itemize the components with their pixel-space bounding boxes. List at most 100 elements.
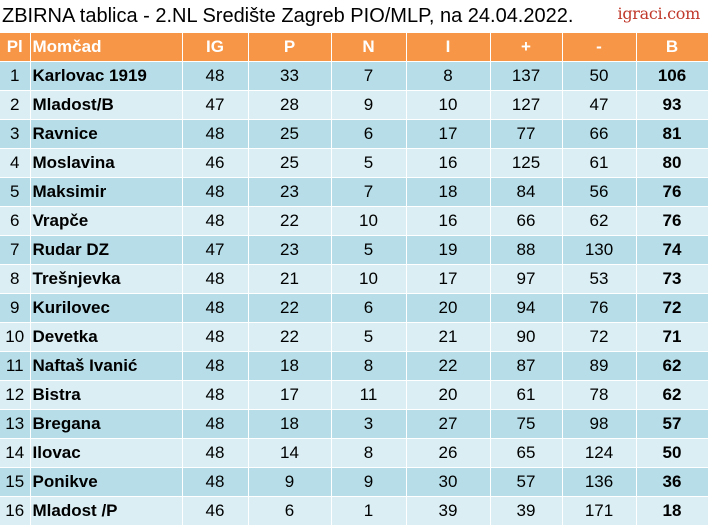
cell-wins: 22 [248, 322, 332, 352]
cell-draws: 3 [331, 409, 407, 439]
cell-team: Moslavina [30, 148, 183, 178]
table-row: 11 Naftaš Ivanić 48 18 8 22 87 89 62 [0, 351, 708, 381]
cell-wins: 14 [248, 438, 332, 468]
cell-draws: 10 [331, 264, 407, 294]
cell-draws: 6 [331, 119, 407, 149]
cell-goals-against: 98 [562, 409, 637, 439]
cell-points: 80 [636, 148, 708, 178]
cell-played: 48 [182, 438, 249, 468]
cell-goals-against: 124 [562, 438, 637, 468]
cell-team: Vrapče [30, 206, 183, 236]
cell-team: Naftaš Ivanić [30, 351, 183, 381]
cell-losses: 16 [406, 148, 491, 178]
table-row: 7 Rudar DZ 47 23 5 19 88 130 74 [0, 235, 708, 265]
cell-points: 62 [636, 380, 708, 410]
cell-losses: 10 [406, 90, 491, 120]
cell-draws: 9 [331, 467, 407, 497]
cell-played: 47 [182, 235, 249, 265]
table-row: 4 Moslavina 46 25 5 16 125 61 80 [0, 148, 708, 178]
cell-played: 46 [182, 496, 249, 526]
cell-played: 48 [182, 264, 249, 294]
header-position: Pl [0, 33, 31, 62]
cell-goals-for: 84 [490, 177, 563, 207]
cell-wins: 25 [248, 119, 332, 149]
cell-wins: 25 [248, 148, 332, 178]
cell-goals-for: 127 [490, 90, 563, 120]
cell-goals-against: 47 [562, 90, 637, 120]
cell-goals-for: 75 [490, 409, 563, 439]
cell-team: Karlovac 1919 [30, 61, 183, 91]
cell-goals-against: 62 [562, 206, 637, 236]
cell-losses: 19 [406, 235, 491, 265]
cell-losses: 30 [406, 467, 491, 497]
cell-points: 81 [636, 119, 708, 149]
cell-team: Rudar DZ [30, 235, 183, 265]
cell-played: 48 [182, 119, 249, 149]
table-row: 12 Bistra 48 17 11 20 61 78 62 [0, 380, 708, 410]
cell-points: 57 [636, 409, 708, 439]
cell-losses: 39 [406, 496, 491, 526]
cell-wins: 22 [248, 206, 332, 236]
cell-wins: 6 [248, 496, 332, 526]
table-row: 1 Karlovac 1919 48 33 7 8 137 50 106 [0, 61, 708, 91]
cell-position: 16 [0, 496, 31, 526]
cell-position: 7 [0, 235, 31, 265]
cell-wins: 33 [248, 61, 332, 91]
cell-losses: 20 [406, 380, 491, 410]
cell-wins: 23 [248, 235, 332, 265]
cell-losses: 26 [406, 438, 491, 468]
header-wins: P [248, 33, 332, 62]
cell-wins: 22 [248, 293, 332, 323]
table-row: 14 Ilovac 48 14 8 26 65 124 50 [0, 438, 708, 468]
cell-wins: 21 [248, 264, 332, 294]
cell-goals-for: 94 [490, 293, 563, 323]
table-row: 6 Vrapče 48 22 10 16 66 62 76 [0, 206, 708, 236]
cell-losses: 8 [406, 61, 491, 91]
cell-draws: 1 [331, 496, 407, 526]
cell-position: 12 [0, 380, 31, 410]
header-row: Pl Momčad IG P N I + - B [0, 33, 708, 62]
cell-position: 3 [0, 119, 31, 149]
cell-draws: 9 [331, 90, 407, 120]
cell-goals-against: 78 [562, 380, 637, 410]
cell-wins: 23 [248, 177, 332, 207]
standings-table: Pl Momčad IG P N I + - B 1 Karlovac 1919 4… [0, 33, 708, 526]
cell-points: 72 [636, 293, 708, 323]
table-row: 10 Devetka 48 22 5 21 90 72 71 [0, 322, 708, 352]
cell-losses: 20 [406, 293, 491, 323]
cell-goals-against: 171 [562, 496, 637, 526]
cell-played: 48 [182, 322, 249, 352]
cell-points: 76 [636, 206, 708, 236]
header-goals-against: - [562, 33, 637, 62]
cell-goals-against: 66 [562, 119, 637, 149]
table-row: 13 Bregana 48 18 3 27 75 98 57 [0, 409, 708, 439]
cell-draws: 7 [331, 177, 407, 207]
cell-team: Ravnice [30, 119, 183, 149]
cell-points: 71 [636, 322, 708, 352]
table-row: 8 Trešnjevka 48 21 10 17 97 53 73 [0, 264, 708, 294]
cell-team: Trešnjevka [30, 264, 183, 294]
cell-wins: 17 [248, 380, 332, 410]
cell-draws: 7 [331, 61, 407, 91]
cell-draws: 5 [331, 235, 407, 265]
cell-points: 50 [636, 438, 708, 468]
cell-played: 48 [182, 409, 249, 439]
cell-position: 2 [0, 90, 31, 120]
page-title: ZBIRNA tablica - 2.NL Središte Zagreb PI… [2, 5, 574, 27]
cell-position: 1 [0, 61, 31, 91]
cell-points: 73 [636, 264, 708, 294]
cell-points: 36 [636, 467, 708, 497]
table-row: 3 Ravnice 48 25 6 17 77 66 81 [0, 119, 708, 149]
header-draws: N [331, 33, 407, 62]
cell-goals-against: 89 [562, 351, 637, 381]
cell-position: 4 [0, 148, 31, 178]
cell-played: 48 [182, 467, 249, 497]
cell-points: 106 [636, 61, 708, 91]
header-points: B [636, 33, 708, 62]
cell-goals-for: 39 [490, 496, 563, 526]
cell-points: 93 [636, 90, 708, 120]
cell-losses: 17 [406, 264, 491, 294]
cell-team: Ilovac [30, 438, 183, 468]
cell-goals-for: 57 [490, 467, 563, 497]
cell-played: 48 [182, 293, 249, 323]
